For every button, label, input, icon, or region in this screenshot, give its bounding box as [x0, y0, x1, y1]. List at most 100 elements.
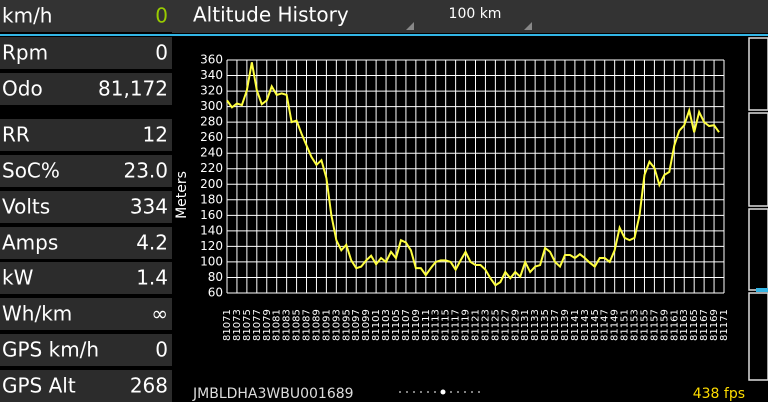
gauge-row — [0, 37, 172, 69]
side-strip — [748, 37, 768, 381]
gauge-value: 4.2 — [136, 231, 168, 255]
y-tick-label: 240 — [200, 146, 223, 160]
x-tick-label: 81149 — [610, 309, 621, 341]
x-tick-label: 81127 — [500, 309, 511, 341]
y-tick-label: 360 — [200, 53, 223, 67]
fps: 438 fps — [693, 386, 745, 402]
x-tick-label: 81077 — [252, 309, 263, 341]
gauge-row — [0, 73, 172, 105]
x-tick-label: 81135 — [540, 309, 551, 341]
y-tick-label: 280 — [200, 115, 223, 129]
gauge-value: 0 — [155, 338, 168, 362]
top-bar — [172, 0, 768, 33]
x-tick-label: 81109 — [411, 309, 422, 341]
x-tick-label: 81137 — [550, 309, 561, 341]
indicator — [756, 288, 768, 292]
y-tick-label: 340 — [200, 68, 223, 82]
x-tick-label: 81139 — [560, 309, 571, 341]
gauge-row — [0, 119, 172, 151]
y-tick-label: 200 — [200, 177, 223, 191]
y-tick-label: 220 — [200, 161, 223, 175]
x-tick-label: 81159 — [659, 309, 670, 341]
gauge-label: Odo — [2, 77, 43, 101]
y-axis-label: Meters — [174, 171, 190, 219]
y-tick-label: 320 — [200, 84, 223, 98]
divider — [0, 34, 172, 36]
x-tick-label: 81131 — [520, 309, 531, 341]
gauge-row — [0, 298, 172, 330]
gauge-row — [0, 334, 172, 366]
y-tick-label: 180 — [200, 192, 223, 206]
gauge-value: 0 — [155, 4, 168, 28]
x-tick-label: 81095 — [341, 309, 352, 341]
gauge-value: 0 — [155, 41, 168, 65]
x-tick-label: 81153 — [630, 309, 641, 341]
x-tick-label: 81167 — [699, 309, 710, 341]
y-tick-label: 260 — [200, 130, 223, 144]
x-tick-label: 81169 — [709, 309, 720, 341]
altitude-line — [226, 62, 720, 287]
pager-dots[interactable] — [399, 389, 480, 395]
x-tick-label: 81107 — [401, 309, 412, 341]
gauge-value: 334 — [130, 195, 168, 219]
gauge-row — [0, 155, 172, 187]
gauge-value: 81,172 — [98, 77, 168, 101]
gauge-value: 23.0 — [123, 159, 168, 183]
x-tick-label: 81113 — [431, 309, 442, 341]
x-tick-label: 81085 — [292, 309, 303, 341]
x-tick-label: 81079 — [262, 309, 273, 341]
range-spinner[interactable]: 100 km — [449, 6, 502, 22]
x-tick-label: 81141 — [570, 309, 581, 341]
vin: JMBLDHA3WBU001689 — [192, 386, 354, 402]
x-tick-label: 81163 — [679, 309, 690, 341]
gauge-row — [0, 227, 172, 259]
y-tick-label: 120 — [200, 239, 223, 253]
x-tick-label: 81073 — [232, 309, 243, 341]
gauge-label: Wh/km — [2, 302, 72, 326]
y-tick-label: 160 — [200, 208, 223, 222]
x-tick-label: 81089 — [311, 309, 322, 341]
x-tick-label: 81133 — [530, 309, 541, 341]
gauge-label: SoC% — [2, 159, 60, 183]
y-tick-label: 100 — [200, 254, 223, 268]
x-tick-label: 81097 — [351, 309, 362, 341]
gauge-label: Amps — [2, 231, 58, 255]
gauge-row — [0, 191, 172, 223]
x-tick-label: 81129 — [510, 309, 521, 341]
x-tick-label: 81125 — [490, 309, 501, 341]
gauge-label: GPS km/h — [2, 338, 99, 362]
x-tick-label: 81123 — [480, 309, 491, 341]
x-tick-label: 81083 — [282, 309, 293, 341]
gauge-value: 268 — [130, 374, 168, 398]
x-tick-label: 81155 — [639, 309, 650, 341]
x-tick-label: 81147 — [600, 309, 611, 341]
gauge-label: kW — [2, 266, 34, 290]
gauge-value: ∞ — [151, 302, 168, 326]
gauge-label: GPS Alt — [2, 374, 76, 398]
x-tick-label: 81081 — [272, 309, 283, 341]
gauge-label: km/h — [2, 4, 52, 28]
screen-title: Altitude History — [193, 3, 349, 27]
x-tick-label: 81161 — [669, 309, 680, 341]
y-tick-label: 80 — [208, 270, 223, 284]
x-tick-label: 81091 — [321, 309, 332, 341]
gauge-value: 12 — [143, 123, 168, 147]
gauge-label: Rpm — [2, 41, 48, 65]
x-tick-label: 81105 — [391, 309, 402, 341]
x-tick-label: 81087 — [302, 309, 313, 341]
gauge-row — [0, 370, 172, 402]
x-tick-label: 81157 — [649, 309, 660, 341]
x-tick-label: 81143 — [580, 309, 591, 341]
y-tick-label: 140 — [200, 223, 223, 237]
x-tick-label: 81145 — [590, 309, 601, 341]
spinner-corner — [524, 22, 532, 30]
gauge-row — [0, 262, 172, 294]
x-tick-label: 81119 — [461, 309, 472, 341]
divider — [0, 34, 768, 36]
x-tick-label: 81151 — [620, 309, 631, 341]
x-tick-label: 81075 — [242, 309, 253, 341]
y-tick-label: 300 — [200, 99, 223, 113]
x-tick-label: 81071 — [222, 309, 233, 341]
